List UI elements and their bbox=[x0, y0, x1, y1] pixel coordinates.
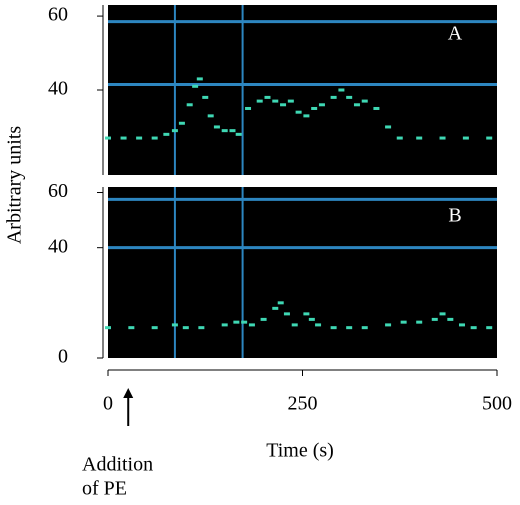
data-point bbox=[272, 99, 279, 103]
data-point bbox=[385, 323, 392, 327]
data-point bbox=[151, 326, 158, 330]
data-point bbox=[330, 95, 337, 99]
y-tick-label: 60 bbox=[48, 4, 68, 26]
annotation-arrowhead bbox=[123, 388, 134, 398]
data-point bbox=[447, 317, 454, 321]
data-point bbox=[361, 99, 368, 103]
x-tick-label: 500 bbox=[482, 393, 512, 415]
data-point bbox=[235, 132, 242, 136]
plot-area bbox=[108, 5, 497, 175]
data-point bbox=[400, 320, 407, 324]
x-tick-label: 250 bbox=[288, 393, 318, 415]
data-point bbox=[171, 129, 178, 133]
data-point bbox=[221, 323, 228, 327]
data-point bbox=[198, 326, 205, 330]
data-point bbox=[291, 323, 298, 327]
annotation-text: Addition bbox=[82, 454, 153, 476]
data-point bbox=[163, 132, 170, 136]
data-point bbox=[373, 106, 380, 110]
data-point bbox=[303, 312, 310, 316]
data-point bbox=[229, 129, 236, 133]
data-point bbox=[486, 326, 493, 330]
data-point bbox=[120, 136, 127, 140]
data-point bbox=[303, 114, 310, 118]
y-tick-label: 40 bbox=[48, 235, 68, 257]
data-point bbox=[416, 136, 423, 140]
data-point bbox=[330, 326, 337, 330]
panel-label: B bbox=[448, 205, 461, 227]
data-point bbox=[245, 106, 252, 110]
data-point bbox=[385, 125, 392, 129]
panel-label: A bbox=[448, 23, 463, 45]
y-tick-label: 40 bbox=[48, 78, 68, 100]
data-point bbox=[396, 136, 403, 140]
data-point bbox=[311, 106, 318, 110]
data-point bbox=[260, 317, 267, 321]
x-axis-label: Time (s) bbox=[266, 440, 334, 462]
data-point bbox=[186, 103, 193, 107]
data-point bbox=[221, 129, 228, 133]
data-point bbox=[318, 103, 325, 107]
data-point bbox=[264, 95, 271, 99]
data-point bbox=[346, 326, 353, 330]
data-point bbox=[213, 125, 220, 129]
data-point bbox=[315, 323, 322, 327]
data-point bbox=[486, 136, 493, 140]
data-point bbox=[277, 301, 284, 305]
data-point bbox=[196, 77, 203, 81]
data-point bbox=[346, 95, 353, 99]
data-point bbox=[295, 110, 302, 114]
data-point bbox=[439, 312, 446, 316]
data-point bbox=[462, 136, 469, 140]
y-axis-label: Arbitrary units bbox=[4, 126, 26, 245]
y-tick-label: 60 bbox=[48, 180, 68, 202]
data-point bbox=[283, 312, 290, 316]
data-point bbox=[207, 114, 214, 118]
data-point bbox=[470, 326, 477, 330]
data-point bbox=[105, 136, 111, 140]
data-point bbox=[272, 306, 279, 310]
data-point bbox=[439, 136, 446, 140]
data-point bbox=[151, 136, 158, 140]
data-point bbox=[202, 95, 209, 99]
data-point bbox=[105, 326, 111, 330]
data-point bbox=[171, 323, 178, 327]
data-point bbox=[287, 99, 294, 103]
y-tick-label: 0 bbox=[58, 346, 68, 368]
data-point bbox=[192, 84, 199, 88]
data-point bbox=[178, 121, 185, 125]
annotation-text: of PE bbox=[82, 478, 127, 500]
data-point bbox=[353, 103, 360, 107]
data-point bbox=[280, 103, 287, 107]
data-point bbox=[308, 317, 315, 321]
x-tick-label: 0 bbox=[103, 393, 113, 415]
data-point bbox=[256, 99, 263, 103]
data-point bbox=[431, 317, 438, 321]
data-point bbox=[338, 88, 345, 92]
data-point bbox=[416, 320, 423, 324]
data-point bbox=[136, 136, 143, 140]
data-point bbox=[248, 323, 255, 327]
data-point bbox=[128, 326, 135, 330]
data-point bbox=[241, 320, 248, 324]
plot-area bbox=[108, 187, 497, 358]
data-point bbox=[458, 323, 465, 327]
data-point bbox=[233, 320, 240, 324]
data-point bbox=[182, 326, 189, 330]
data-point bbox=[361, 326, 368, 330]
